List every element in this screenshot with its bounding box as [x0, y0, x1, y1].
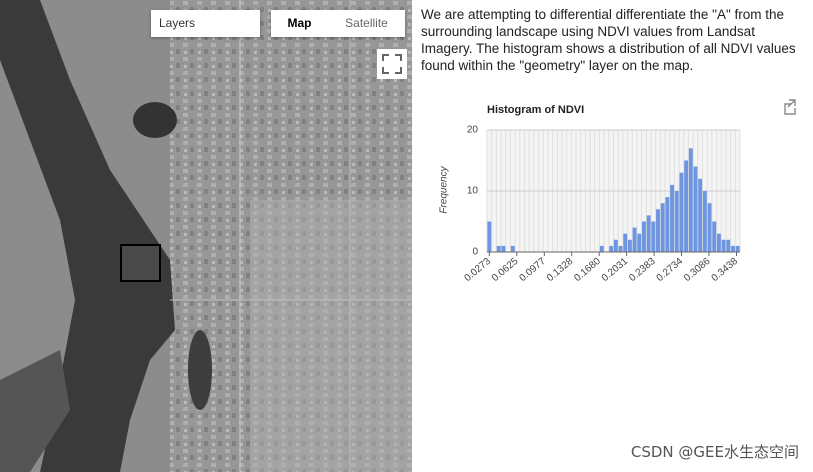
histogram-bar [609, 245, 614, 252]
histogram-bar [684, 160, 689, 252]
histogram-bar [688, 148, 693, 252]
chart: Histogram of NDVI Frequency 010200.02730… [439, 99, 796, 284]
y-axis-label: Frequency [439, 165, 450, 213]
histogram-bar [716, 233, 721, 252]
histogram-bar [651, 221, 656, 252]
y-tick-label: 0 [472, 247, 478, 258]
x-tick-label: 0.0977 [517, 256, 548, 284]
expand-icon[interactable] [784, 99, 796, 115]
histogram-bar [627, 239, 632, 252]
x-tick-label: 0.0625 [490, 256, 521, 284]
fullscreen-button[interactable] [377, 49, 407, 79]
fullscreen-icon [382, 54, 402, 74]
histogram-bar [731, 245, 735, 252]
x-tick-label: 0.2734 [655, 256, 686, 284]
histogram-bar [665, 197, 670, 252]
histogram-bar [712, 221, 717, 252]
histogram-bar [702, 191, 707, 252]
histogram-bar [487, 221, 492, 252]
histogram-bar [623, 233, 628, 252]
histogram-bar [599, 245, 604, 252]
map-type-control: Map Satellite [271, 10, 405, 37]
map-image [0, 0, 412, 472]
histogram-bar [501, 245, 506, 252]
x-tick-label: 0.1680 [572, 256, 603, 284]
histogram-bar [618, 245, 623, 252]
x-tick-label: 0.3438 [710, 256, 741, 284]
histogram-bar [679, 172, 684, 252]
watermark: CSDN @GEE水生态空间 [630, 443, 799, 461]
histogram-bar [707, 203, 712, 252]
histogram-bar [510, 245, 515, 252]
x-tick-label: 0.2031 [600, 256, 631, 284]
histogram-bar [660, 203, 665, 252]
geometry-box[interactable] [120, 244, 161, 282]
x-tick-label: 0.3086 [682, 256, 713, 284]
histogram-bar [642, 221, 646, 252]
map[interactable]: Layers Map Satellite [0, 0, 412, 472]
histogram-bar [613, 239, 618, 252]
histogram-bar [735, 245, 740, 252]
histogram-bar [674, 191, 679, 252]
histogram-bar [670, 184, 675, 252]
map-button[interactable]: Map [287, 16, 312, 30]
histogram-bar [637, 233, 642, 252]
histogram-bar [656, 209, 660, 252]
description: We are attempting to differential differ… [421, 7, 796, 73]
histogram-bar [646, 215, 651, 252]
y-tick-label: 20 [467, 125, 479, 136]
histogram-bar [698, 178, 703, 252]
histogram-bar [726, 239, 731, 252]
satellite-button[interactable]: Satellite [345, 16, 388, 30]
y-tick-label: 10 [467, 186, 479, 197]
histogram-bar [632, 227, 637, 252]
x-tick-label: 0.0273 [462, 256, 493, 284]
histogram-bar [693, 166, 698, 252]
x-tick-label: 0.1328 [545, 256, 576, 284]
histogram-bar [721, 239, 726, 252]
layers-dropdown[interactable]: Layers [151, 10, 260, 37]
chart-title: Histogram of NDVI [487, 104, 584, 116]
histogram-bar [496, 245, 501, 252]
x-tick-label: 0.2383 [627, 256, 658, 284]
